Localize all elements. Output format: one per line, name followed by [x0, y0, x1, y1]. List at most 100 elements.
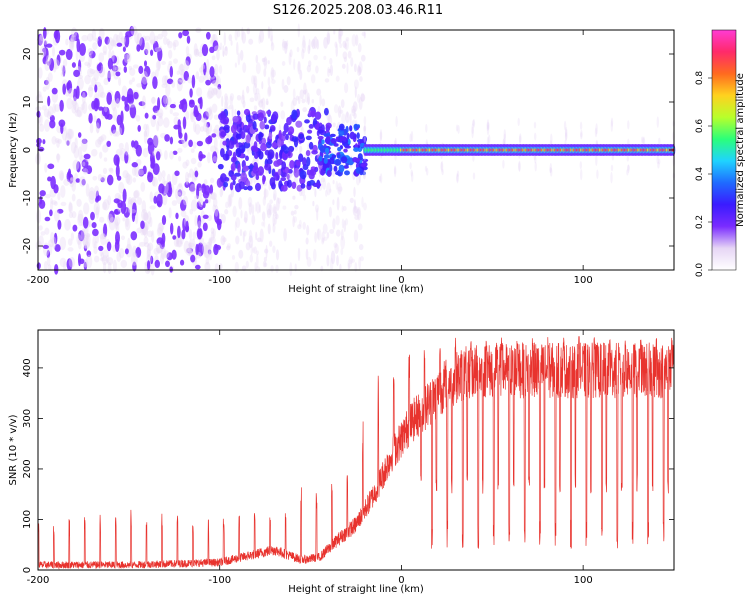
heatmap-cell — [118, 77, 122, 86]
heatmap-cell — [217, 220, 222, 231]
heatmap-cell — [157, 33, 163, 40]
heatmap-cell — [271, 79, 276, 85]
colorbar-tick-label: 0.6 — [695, 119, 705, 134]
heatmap-cell — [146, 243, 151, 258]
heatmap-cell — [54, 137, 60, 144]
heatmap-cell — [136, 197, 143, 206]
heatmap-cell — [261, 137, 267, 145]
heatmap-cell — [76, 161, 81, 173]
heatmap-cell — [161, 83, 168, 88]
heatmap-cell — [143, 81, 148, 87]
heatmap-cell — [243, 108, 251, 116]
heatmap-cell — [212, 80, 219, 86]
heatmap-cell — [327, 32, 330, 45]
heatmap-cell — [49, 209, 53, 217]
heatmap-cell — [302, 35, 306, 49]
heatmap-cell — [106, 241, 112, 252]
heatmap-cell — [156, 108, 164, 118]
heatmap-cell — [144, 48, 149, 56]
heatmap-cell — [486, 124, 490, 136]
heatmap-cell — [335, 229, 341, 237]
heatmap-cell — [292, 97, 298, 107]
heatmap-cell — [86, 233, 91, 248]
heatmap-cell — [242, 62, 247, 74]
heatmap-cell — [331, 154, 337, 159]
heatmap-cell — [56, 139, 60, 148]
y-tick-label: 20 — [22, 48, 33, 61]
heatmap-cell — [231, 104, 234, 119]
heatmap-cell — [220, 213, 223, 218]
heatmap-cell — [293, 216, 297, 223]
heatmap-cell — [269, 199, 273, 205]
heatmap-cell — [214, 205, 219, 217]
heatmap-cell — [334, 41, 338, 48]
heatmap-cell — [106, 113, 113, 120]
heatmap-cell — [335, 136, 339, 142]
heatmap-cell — [299, 89, 305, 100]
heatmap-cell — [114, 66, 122, 71]
heatmap-cell — [36, 209, 42, 224]
top-x-ticks: -200 -100 0 100 — [27, 30, 593, 286]
heatmap-cell — [315, 182, 322, 187]
heatmap-cell — [235, 217, 241, 229]
heatmap-cell — [266, 202, 272, 216]
heatmap-cell — [161, 215, 167, 226]
heatmap-cell — [91, 221, 97, 229]
heatmap-cell — [345, 37, 350, 42]
heatmap-cell — [172, 112, 180, 117]
heatmap-cell — [324, 147, 330, 154]
heatmap-cell — [65, 38, 69, 46]
heatmap-cell — [321, 237, 325, 245]
heatmap-cell — [289, 159, 295, 169]
heatmap-cell — [188, 242, 192, 254]
heatmap-cell — [308, 172, 315, 180]
heatmap-cell — [296, 160, 301, 166]
heatmap-cell — [272, 213, 275, 227]
heatmap-cell — [332, 199, 335, 206]
heatmap-cell — [324, 78, 330, 83]
heatmap-cell — [147, 211, 152, 225]
heatmap-cell — [298, 153, 304, 163]
heatmap-cell — [102, 45, 108, 54]
heatmap-cell — [203, 62, 207, 76]
heatmap-cell — [329, 133, 336, 138]
heatmap-cell — [360, 163, 367, 167]
heatmap-cell — [173, 124, 180, 130]
heatmap-cell — [91, 100, 96, 110]
heatmap-cell — [186, 35, 191, 44]
heatmap-cell — [263, 116, 267, 124]
heatmap-cell — [199, 237, 205, 245]
heatmap-cell — [52, 59, 60, 70]
heatmap-cell — [298, 219, 302, 227]
heatmap-cell — [209, 66, 215, 78]
heatmap-cell — [134, 31, 140, 44]
heatmap-cell — [205, 79, 211, 86]
heatmap-cell — [108, 210, 115, 223]
heatmap-cell — [276, 197, 280, 211]
heatmap-cell — [57, 138, 62, 144]
heatmap-cell — [53, 210, 60, 222]
heatmap-cell — [203, 117, 207, 127]
heatmap-cell — [122, 170, 129, 179]
heatmap-cell — [626, 155, 629, 162]
heatmap-cell — [155, 243, 163, 254]
heatmap-cell — [197, 228, 202, 240]
bottom-x-axis-label: Height of straight line (km) — [288, 584, 424, 595]
heatmap-cell — [237, 52, 241, 66]
heatmap-cell — [349, 197, 354, 204]
heatmap-cell — [344, 39, 349, 51]
heatmap-cell — [77, 253, 82, 267]
heatmap-cell — [204, 244, 211, 259]
heatmap-cell — [166, 38, 170, 46]
heatmap-cell — [178, 182, 183, 188]
heatmap-cell — [213, 87, 218, 95]
heatmap-cell — [118, 181, 125, 194]
heatmap-cell — [243, 217, 248, 223]
heatmap-cell — [176, 184, 184, 196]
heatmap-cell — [275, 213, 279, 220]
heatmap-cell — [290, 210, 295, 216]
heatmap-cell — [92, 228, 99, 237]
heatmap-cell — [56, 208, 64, 214]
heatmap-cell — [301, 48, 305, 60]
heatmap-cell — [657, 161, 660, 169]
